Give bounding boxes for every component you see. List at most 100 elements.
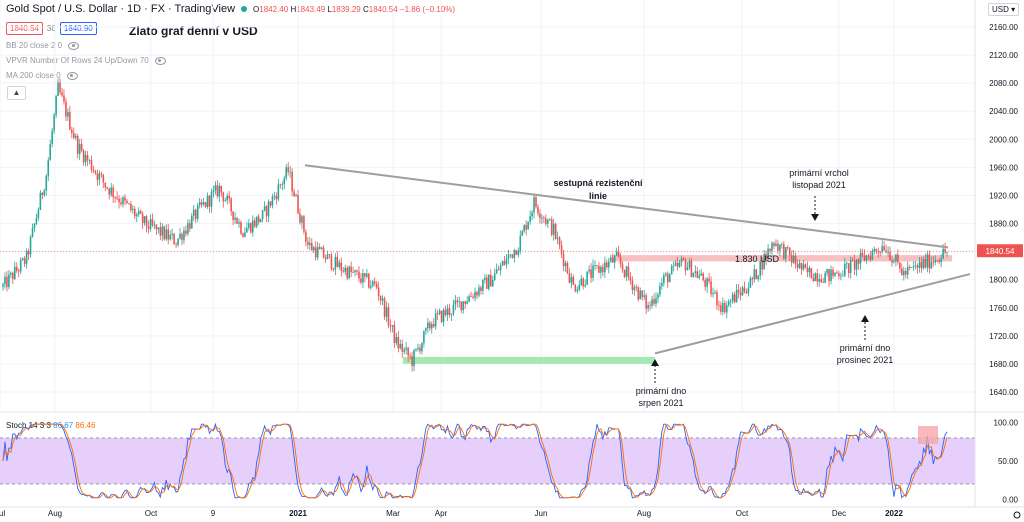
candle	[51, 127, 53, 148]
candle	[582, 276, 585, 290]
candle	[299, 208, 301, 225]
candle-body	[366, 273, 368, 277]
x-tick-label: Oct	[736, 509, 749, 518]
candle	[889, 246, 891, 261]
candle	[840, 272, 842, 281]
candle-body	[938, 260, 940, 263]
candle	[342, 266, 345, 273]
candle-body	[796, 264, 799, 268]
last-price-label: 1840.54	[986, 247, 1015, 256]
candle	[179, 228, 181, 240]
candle-body	[511, 254, 514, 258]
candle	[810, 267, 813, 279]
candle	[755, 268, 758, 280]
candle	[661, 277, 663, 290]
candle	[484, 274, 486, 284]
candle	[157, 227, 160, 234]
candle	[517, 247, 520, 258]
candle	[674, 260, 677, 267]
candle	[344, 264, 347, 276]
candle-body	[786, 247, 789, 248]
candle-body	[739, 292, 742, 296]
candle	[505, 254, 508, 269]
annotation-level: 1.830 USD	[735, 254, 780, 264]
candle	[8, 269, 10, 290]
eye-icon[interactable]	[154, 56, 166, 65]
candle	[362, 268, 364, 289]
candle	[57, 78, 59, 97]
candle-body	[279, 184, 282, 186]
candle-body	[438, 310, 441, 314]
annotation-dec-2: prosinec 2021	[837, 355, 894, 365]
candle	[409, 352, 411, 360]
candle	[59, 78, 61, 95]
indicator-ma[interactable]: MA 200 close 0	[6, 71, 78, 80]
candle-body	[364, 273, 366, 277]
candle-body	[238, 222, 240, 224]
candle-body	[863, 255, 866, 261]
symbol-title[interactable]: Gold Spot / U.S. Dollar · 1D · FX · Trad…	[6, 3, 236, 15]
settings-icon	[1013, 511, 1021, 519]
candle-body	[291, 171, 293, 192]
candle-body	[460, 301, 463, 311]
candle-body	[788, 247, 791, 256]
candle	[822, 278, 824, 283]
candle	[181, 232, 183, 246]
candle-body	[696, 271, 699, 278]
candle-body	[104, 182, 107, 188]
candle	[74, 133, 77, 141]
candle-body	[515, 250, 518, 255]
candle-body	[395, 336, 398, 344]
candle-body	[35, 218, 38, 224]
eye-icon[interactable]	[66, 71, 78, 80]
candle	[651, 295, 653, 309]
candle	[784, 246, 787, 263]
indicator-vpvr[interactable]: VPVR Number Of Rows 24 Up/Down 70	[6, 56, 166, 65]
arrow-aug-head	[651, 359, 659, 366]
candle	[128, 203, 130, 205]
candle	[712, 287, 714, 298]
candle	[340, 257, 343, 277]
candle-body	[666, 273, 669, 283]
candle	[169, 230, 171, 241]
candle	[218, 182, 221, 202]
candle	[570, 272, 573, 289]
indicator-bb[interactable]: BB 20 close 2 0	[6, 41, 80, 50]
support-trendline	[654, 273, 971, 355]
candle	[773, 241, 775, 250]
candle-body	[645, 295, 647, 309]
candle-body	[672, 265, 675, 267]
candle-body	[706, 278, 708, 287]
candle-body	[432, 323, 435, 327]
candle-body	[244, 232, 246, 237]
candle	[375, 281, 378, 290]
candle	[511, 254, 514, 259]
candle	[869, 251, 872, 262]
currency-select[interactable]: USD ▾	[988, 3, 1020, 16]
candle	[259, 218, 262, 223]
candle-body	[116, 197, 118, 199]
candle	[419, 344, 421, 355]
candle	[293, 188, 295, 198]
candle-body	[491, 279, 494, 287]
candle-body	[891, 260, 893, 263]
candle-body	[39, 192, 42, 210]
candle-body	[676, 262, 679, 267]
candle-body	[165, 229, 168, 240]
candle-body	[592, 265, 594, 278]
candle-body	[688, 260, 691, 268]
candle-body	[678, 262, 681, 267]
candle	[926, 250, 929, 273]
collapse-indicators-button[interactable]: ▲	[7, 86, 26, 100]
candle-body	[358, 271, 360, 279]
buy-price-button[interactable]: 1840.90	[59, 22, 97, 35]
candle-body	[76, 135, 79, 154]
eye-icon[interactable]	[68, 41, 80, 50]
candle-body	[179, 233, 181, 239]
candle-body	[399, 344, 402, 349]
candle	[930, 256, 933, 269]
sell-price-button[interactable]: 1840.54	[6, 22, 43, 35]
candle-body	[88, 160, 91, 161]
candle-body	[684, 259, 687, 271]
